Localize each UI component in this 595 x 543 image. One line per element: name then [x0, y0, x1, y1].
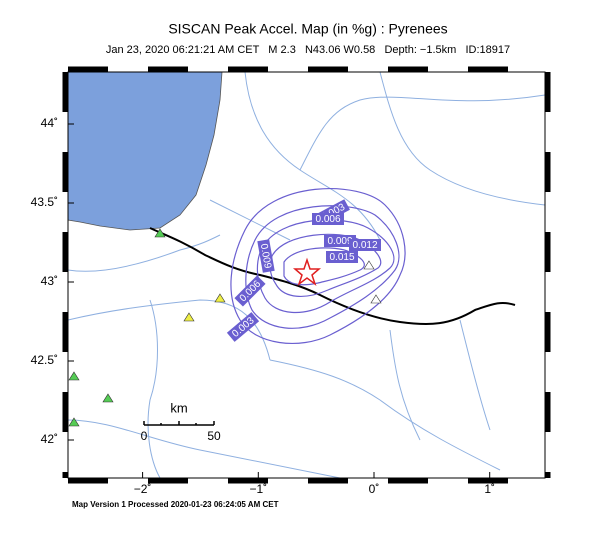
contour-label-box [234, 275, 266, 307]
contour-label-box [349, 239, 381, 251]
stations [68, 228, 382, 427]
scale-label: 50 [207, 429, 221, 443]
contour-label: 0.009 [257, 239, 275, 273]
contour-label-text: 0.015 [329, 252, 354, 263]
contour-label: 0.012 [349, 239, 381, 251]
rivers [67, 71, 546, 479]
contour-label-text: 0.009 [258, 243, 273, 270]
contour-label: 0.009 [324, 235, 356, 247]
footer: Map Version 1 Processed 2020-01-23 06:24… [72, 500, 279, 509]
contour-label-box [324, 235, 356, 247]
contour-label-box [326, 251, 358, 263]
ocean [67, 71, 223, 231]
epicenter [292, 257, 322, 287]
y-tick-label: 43.5˚ [31, 195, 58, 209]
y-tick-label: 42˚ [41, 432, 58, 446]
contour-label-text: 0.006 [315, 214, 340, 225]
border [149, 227, 516, 325]
title: SISCAN Peak Accel. Map (in %g) : Pyrenee… [168, 21, 447, 37]
y-tick-label: 44˚ [41, 116, 58, 130]
axes: −2˚ −1˚ 0˚ 1˚ 44˚ 43.5˚ 43˚ 42.5˚ 42˚ [31, 116, 495, 496]
subtitle: Jan 23, 2020 06:21:21 AM CET M 2.3 N43.0… [106, 44, 510, 56]
x-tick-label: 1˚ [484, 482, 495, 496]
scale-bar: km 0 50 [141, 400, 221, 443]
contour-label: 0.006 [312, 213, 344, 225]
contour-label-box [226, 312, 260, 342]
y-tick-label: 42.5˚ [31, 353, 58, 367]
x-tick-label: −1˚ [249, 482, 267, 496]
x-tick-label: 0˚ [369, 482, 380, 496]
contour-label: 0.015 [326, 251, 358, 263]
frame [67, 71, 546, 479]
scale-title: km [170, 400, 187, 415]
contour-label-text: 0.009 [327, 236, 352, 247]
contour-label-box [312, 213, 344, 225]
contour-label-text: 0.012 [352, 240, 377, 251]
x-tick-label: −2˚ [134, 482, 152, 496]
y-tick-label: 43˚ [41, 274, 58, 288]
scale-label: 0 [141, 429, 148, 443]
contour-label-box [257, 239, 275, 273]
